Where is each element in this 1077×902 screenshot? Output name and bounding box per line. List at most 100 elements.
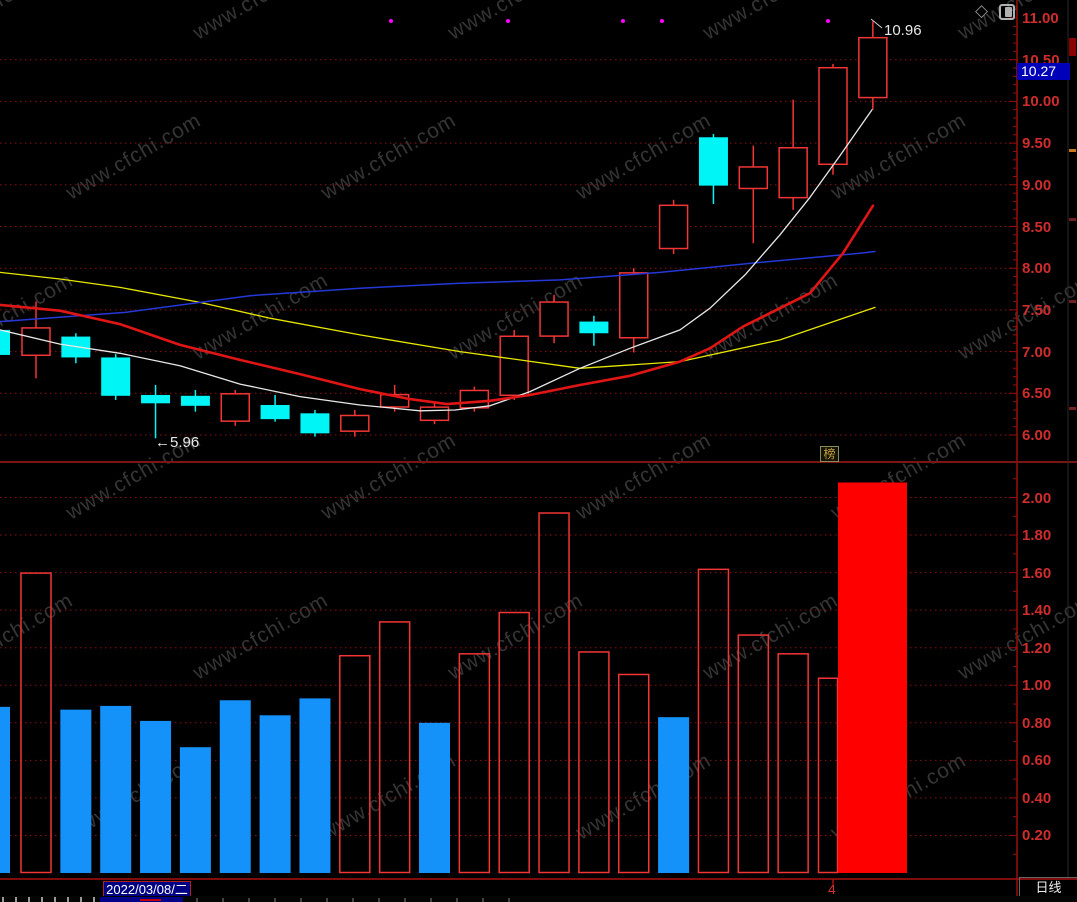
- volume-bar: [419, 722, 450, 873]
- low-annotation-label: ←5.96: [155, 434, 199, 451]
- volume-bar: [458, 653, 491, 874]
- mini-timeline-tick: [508, 898, 510, 902]
- mini-timeline-tick: [274, 898, 276, 902]
- volume-bar: [140, 720, 172, 873]
- price-axis-label: 7.00: [1022, 343, 1052, 361]
- mini-timeline-tick: [430, 898, 432, 902]
- volume-bar: [658, 717, 690, 873]
- volume-bar: [777, 653, 809, 874]
- price-axis-label: 9.00: [1022, 176, 1052, 194]
- candle-body: [698, 137, 728, 186]
- mini-timeline-strip[interactable]: [0, 896, 1077, 902]
- price-axis-label: 9.50: [1022, 135, 1052, 153]
- volume-bar: [817, 677, 839, 874]
- candle-partial: [0, 329, 10, 355]
- price-axis-label: 10.00: [1022, 93, 1060, 111]
- volume-bar-partial: [0, 706, 10, 873]
- volume-bar: [299, 698, 331, 873]
- mini-timeline-tick: [15, 897, 17, 902]
- mini-timeline-tick: [54, 897, 56, 902]
- panel-layout-icon[interactable]: [999, 4, 1015, 20]
- candle-body: [141, 394, 171, 404]
- price-axis-label: 8.00: [1022, 260, 1052, 278]
- mini-timeline-tick: [28, 897, 30, 902]
- mini-timeline-tick: [67, 897, 69, 902]
- volume-bar: [259, 715, 291, 873]
- candle-body: [499, 335, 529, 397]
- price-axis-label: 6.50: [1022, 385, 1052, 403]
- volume-axis-label: 1.60: [1022, 564, 1052, 582]
- volume-bar: [498, 611, 530, 874]
- mini-timeline-tick: [196, 898, 198, 902]
- volume-axis-label: 0.20: [1022, 827, 1052, 845]
- price-axis-label: 8.50: [1022, 218, 1052, 236]
- volume-axis-label: 0.80: [1022, 714, 1052, 732]
- mini-timeline-tick: [248, 898, 250, 902]
- volume-bar: [697, 568, 730, 874]
- volume-bar: [20, 572, 52, 874]
- volume-bar: [179, 747, 211, 873]
- rank-tag-button[interactable]: 榜: [820, 446, 839, 462]
- signal-dot: [826, 19, 830, 23]
- price-axis-label: 7.50: [1022, 301, 1052, 319]
- signal-dot: [660, 19, 664, 23]
- candle-body: [539, 301, 569, 337]
- signal-dot: [621, 19, 625, 23]
- mini-timeline-tick: [404, 898, 406, 902]
- signal-dot: [506, 19, 510, 23]
- mini-timeline-tick: [2, 897, 4, 902]
- mini-timeline-marker: [140, 899, 161, 901]
- candle-body: [340, 414, 370, 432]
- candle-body: [778, 147, 808, 199]
- volume-axis-label: 1.00: [1022, 677, 1052, 695]
- mini-timeline-tick: [222, 898, 224, 902]
- volume-axis-label: 1.20: [1022, 639, 1052, 657]
- candle-body: [858, 36, 888, 99]
- last-price-marker: 10.27: [1017, 63, 1070, 80]
- minimap-mark: [1069, 149, 1076, 152]
- mini-timeline-tick: [352, 898, 354, 902]
- candle-body: [579, 321, 609, 334]
- volume-axis-label: 0.60: [1022, 752, 1052, 770]
- minimap-mark: [1069, 38, 1076, 56]
- minimap-mark: [1069, 300, 1076, 303]
- volume-bar: [378, 621, 411, 874]
- diamond-icon[interactable]: ◇: [975, 1, 989, 20]
- volume-bar: [339, 654, 371, 874]
- volume-bar: [838, 482, 907, 873]
- mini-timeline-tick: [93, 897, 95, 902]
- volume-bar: [60, 709, 92, 873]
- panel-layout-icon-fill: [1005, 7, 1012, 17]
- candle-body: [658, 204, 689, 250]
- mini-timeline-tick: [482, 898, 484, 902]
- candle-body: [260, 404, 290, 420]
- signal-dot: [389, 19, 393, 23]
- candle-body: [180, 395, 210, 406]
- high-annotation-pointer: [870, 18, 883, 29]
- volume-bar: [578, 651, 610, 874]
- minimap-mark: [1069, 407, 1076, 410]
- volume-bar: [219, 700, 251, 873]
- volume-bar: [618, 673, 650, 874]
- volume-axis-label: 2.00: [1022, 489, 1052, 507]
- candle-body: [738, 166, 769, 190]
- volume-axis-label: 1.80: [1022, 527, 1052, 545]
- month-axis-label: 4: [828, 881, 836, 897]
- volume-bar: [538, 512, 570, 874]
- candle-body: [619, 272, 649, 339]
- period-selector[interactable]: 日线: [1019, 877, 1077, 898]
- volume-axis-label: 1.40: [1022, 602, 1052, 620]
- minimap-mark: [1069, 218, 1076, 221]
- price-axis-label: 6.00: [1022, 427, 1052, 444]
- mini-timeline-tick: [300, 898, 302, 902]
- volume-axis-label: 0.40: [1022, 789, 1052, 807]
- ma-line-yellow: [0, 271, 876, 369]
- candle-body: [21, 327, 51, 357]
- candle-body: [101, 357, 131, 396]
- price-axis-label: 11.00: [1022, 10, 1059, 27]
- mini-timeline-tick: [80, 897, 82, 902]
- ma-line-red: [0, 204, 875, 406]
